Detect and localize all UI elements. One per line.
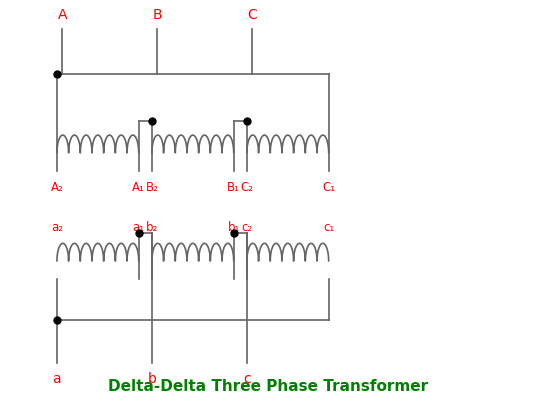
Text: c: c	[243, 371, 251, 385]
Text: a₂: a₂	[51, 221, 63, 234]
Text: Delta-Delta Three Phase Transformer: Delta-Delta Three Phase Transformer	[108, 378, 428, 393]
Text: B: B	[152, 8, 162, 22]
Text: B₂: B₂	[145, 181, 158, 194]
Text: B₁: B₁	[227, 181, 240, 194]
Text: b: b	[147, 371, 157, 385]
Text: C₁: C₁	[322, 181, 335, 194]
Text: b₁: b₁	[227, 221, 240, 234]
Text: C₂: C₂	[240, 181, 254, 194]
Text: A₂: A₂	[50, 181, 63, 194]
Text: b₂: b₂	[146, 221, 158, 234]
Text: a₁: a₁	[132, 221, 145, 234]
Text: A: A	[57, 8, 67, 22]
Text: A₁: A₁	[132, 181, 145, 194]
Text: C: C	[247, 8, 257, 22]
Text: c₁: c₁	[323, 221, 334, 234]
Text: a: a	[53, 371, 61, 385]
Text: c₂: c₂	[241, 221, 252, 234]
